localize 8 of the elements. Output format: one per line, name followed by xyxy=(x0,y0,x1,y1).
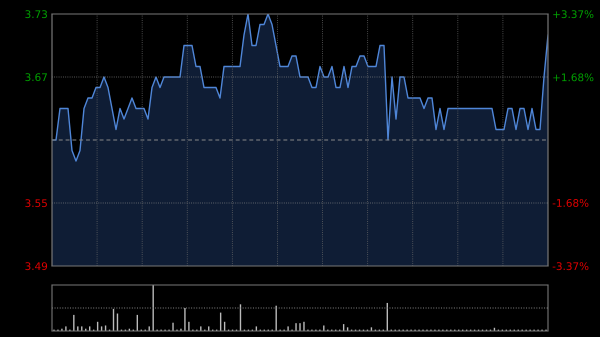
y2-tick-label: +3.37% xyxy=(553,10,594,18)
y2-tick-label: -1.68% xyxy=(552,199,588,207)
y2-tick-label: +1.68% xyxy=(553,73,594,82)
y-tick-label: 3.55 xyxy=(25,199,47,208)
y2-tick-label: -3.37% xyxy=(552,262,588,270)
y-tick-label: 3.49 xyxy=(25,262,48,270)
y-tick-label: 3.73 xyxy=(25,10,47,18)
y-tick-label: 3.67 xyxy=(25,73,47,82)
